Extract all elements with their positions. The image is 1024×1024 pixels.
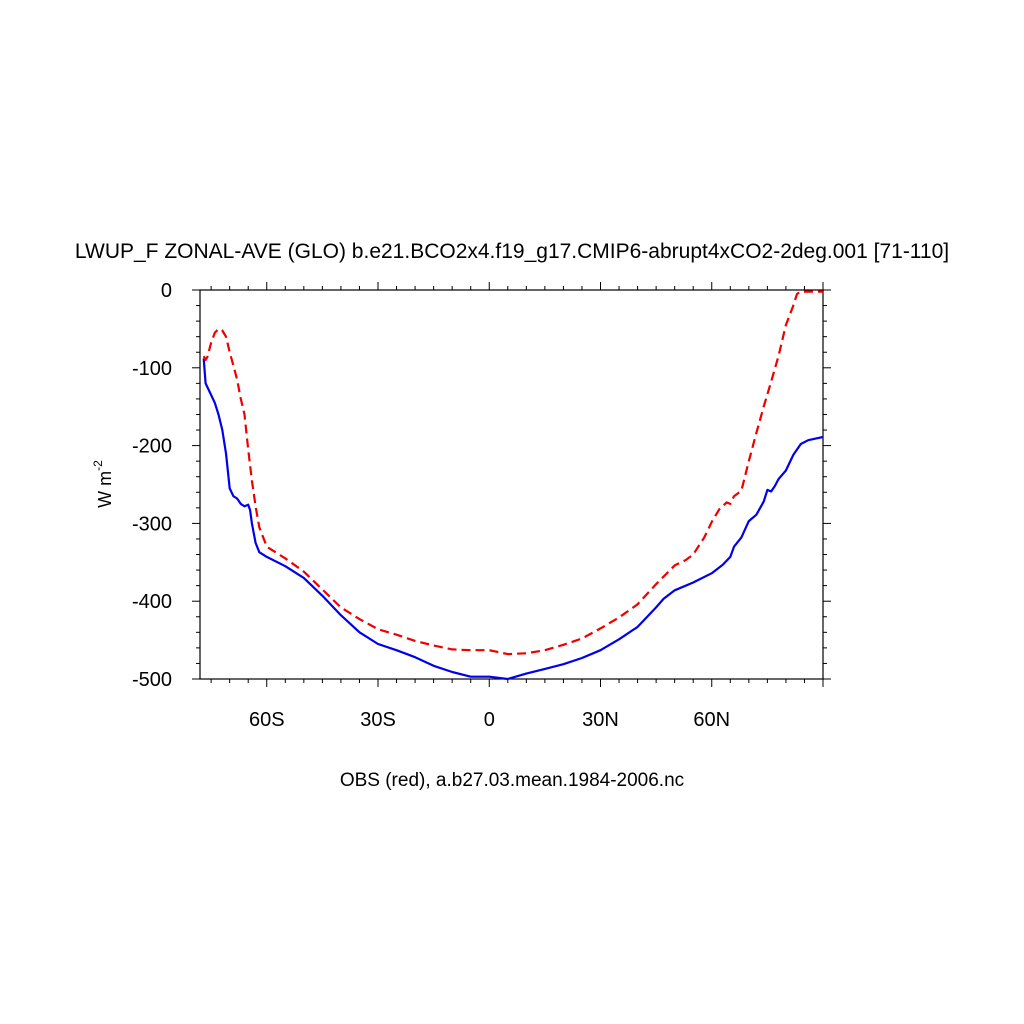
obs-series-line (202, 290, 823, 656)
x-tick-label: 30N (582, 709, 619, 731)
x-tick-label: 0 (484, 709, 495, 731)
x-tick-labels: 60S 30S 0 30N 60N (249, 709, 730, 731)
axis-ticks (192, 282, 831, 687)
chart-title: LWUP_F ZONAL-AVE (GLO) b.e21.BCO2x4.f19_… (75, 240, 949, 263)
y-axis-label-sup: -2 (91, 460, 105, 471)
y-tick-label: -200 (132, 436, 172, 458)
y-tick-label: -300 (132, 513, 172, 535)
y-axis-label: W m-2 (91, 460, 115, 508)
y-tick-label: -100 (132, 358, 172, 380)
y-tick-label: -400 (132, 591, 172, 613)
y-tick-labels: 0 -100 -200 -300 -400 -500 (132, 280, 172, 691)
y-axis-label-main: W m (95, 471, 115, 508)
x-tick-label: 60N (693, 709, 730, 731)
y-tick-label: -500 (132, 669, 172, 691)
plot-frame (199, 289, 824, 680)
model-series-line (202, 358, 824, 681)
x-tick-label: 60S (249, 709, 285, 731)
chart-footer: OBS (red), a.b27.03.mean.1984-2006.nc (340, 770, 684, 791)
x-tick-label: 30S (360, 709, 396, 731)
y-tick-label: 0 (161, 280, 172, 302)
series-lines (202, 290, 824, 681)
